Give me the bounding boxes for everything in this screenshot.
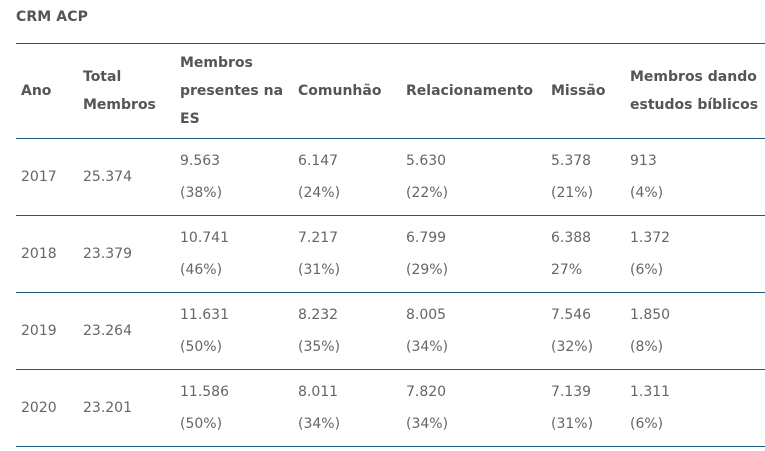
header-relacionamento: Relacionamento (401, 43, 546, 139)
cell-missao: 6.388 27% (546, 215, 625, 293)
cell-value: 9.563 (180, 153, 221, 169)
cell-value: 7.546 (551, 307, 592, 323)
cell-missao: 7.139 (31%) (546, 369, 625, 447)
cell-percent: (35%) (298, 339, 341, 355)
cell-value: 7.217 (298, 230, 339, 246)
cell-percent: (50%) (180, 416, 223, 432)
cell-percent: (6%) (630, 262, 664, 278)
cell-value: 11.586 (180, 384, 229, 400)
cell-membros: 10.741 (46%) (175, 215, 293, 293)
header-missao: Missão (546, 43, 625, 139)
header-row: Ano Total Membros Membros presentes na ES C… (16, 43, 765, 139)
cell-ano: 2018 (16, 215, 78, 293)
cell-value: 8.005 (406, 307, 447, 323)
cell-percent: (22%) (406, 185, 449, 201)
cell-ano: 2020 (16, 369, 78, 447)
table-row: 2017 25.374 9.563 (38%) 6.147 (24%) 5.630 (… (16, 138, 765, 216)
cell-missao: 7.546 (32%) (546, 292, 625, 370)
header-estudos-biblicos: Membros dando estudos bíblicos (625, 43, 765, 139)
cell-value: 5.378 (551, 153, 592, 169)
cell-percent: (38%) (180, 185, 223, 201)
header-membros-presentes: Membros presentes na ES (175, 43, 293, 139)
cell-percent: (31%) (298, 262, 341, 278)
cell-value: 7.139 (551, 384, 592, 400)
cell-percent: (6%) (630, 416, 664, 432)
cell-value: 1.372 (630, 230, 671, 246)
cell-percent: (8%) (630, 339, 664, 355)
crm-table: Ano Total Membros Membros presentes na ES C… (16, 43, 765, 447)
cell-total: 23.379 (78, 215, 175, 293)
cell-percent: (34%) (406, 339, 449, 355)
table-row: 2018 23.379 10.741 (46%) 7.217 (31%) 6.799… (16, 215, 765, 293)
cell-total: 23.201 (78, 369, 175, 447)
header-comunhao: Comunhão (293, 43, 401, 139)
cell-value: 6.147 (298, 153, 339, 169)
table-header: Ano Total Membros Membros presentes na ES C… (16, 43, 765, 139)
cell-total: 23.264 (78, 292, 175, 370)
cell-membros: 9.563 (38%) (175, 138, 293, 216)
cell-ano: 2019 (16, 292, 78, 370)
cell-percent: (46%) (180, 262, 223, 278)
table-row: 2019 23.264 11.631 (50%) 8.232 (35%) 8.005… (16, 292, 765, 370)
cell-percent: (34%) (406, 416, 449, 432)
cell-estudos: 1.311 (6%) (625, 369, 765, 447)
table-row: 2020 23.201 11.586 (50%) 8.011 (34%) 7.820… (16, 369, 765, 447)
cell-value: 7.820 (406, 384, 447, 400)
cell-relacionamento: 6.799 (29%) (401, 215, 546, 293)
cell-value: 913 (630, 153, 657, 169)
cell-comunhao: 7.217 (31%) (293, 215, 401, 293)
header-total-membros: Total Membros (78, 43, 175, 139)
cell-percent: (31%) (551, 416, 594, 432)
cell-value: 8.011 (298, 384, 339, 400)
table-body: 2017 25.374 9.563 (38%) 6.147 (24%) 5.630 (… (16, 138, 765, 447)
cell-value: 10.741 (180, 230, 229, 246)
cell-value: 5.630 (406, 153, 447, 169)
cell-value: 6.799 (406, 230, 447, 246)
cell-comunhao: 6.147 (24%) (293, 138, 401, 216)
cell-percent: (24%) (298, 185, 341, 201)
cell-estudos: 913 (4%) (625, 138, 765, 216)
cell-missao: 5.378 (21%) (546, 138, 625, 216)
cell-ano: 2017 (16, 138, 78, 216)
cell-percent: (32%) (551, 339, 594, 355)
cell-percent: 27% (551, 262, 583, 278)
cell-value: 1.311 (630, 384, 671, 400)
header-ano: Ano (16, 43, 78, 139)
cell-percent: (50%) (180, 339, 223, 355)
cell-value: 6.388 (551, 230, 592, 246)
cell-total: 25.374 (78, 138, 175, 216)
cell-value: 1.850 (630, 307, 671, 323)
cell-estudos: 1.850 (8%) (625, 292, 765, 370)
cell-percent: (29%) (406, 262, 449, 278)
cell-comunhao: 8.011 (34%) (293, 369, 401, 447)
cell-membros: 11.586 (50%) (175, 369, 293, 447)
table-caption: CRM ACP (16, 9, 88, 25)
cell-relacionamento: 7.820 (34%) (401, 369, 546, 447)
cell-estudos: 1.372 (6%) (625, 215, 765, 293)
cell-membros: 11.631 (50%) (175, 292, 293, 370)
cell-percent: (4%) (630, 185, 664, 201)
cell-relacionamento: 5.630 (22%) (401, 138, 546, 216)
cell-value: 8.232 (298, 307, 339, 323)
cell-comunhao: 8.232 (35%) (293, 292, 401, 370)
cell-relacionamento: 8.005 (34%) (401, 292, 546, 370)
cell-percent: (21%) (551, 185, 594, 201)
cell-value: 11.631 (180, 307, 229, 323)
cell-percent: (34%) (298, 416, 341, 432)
